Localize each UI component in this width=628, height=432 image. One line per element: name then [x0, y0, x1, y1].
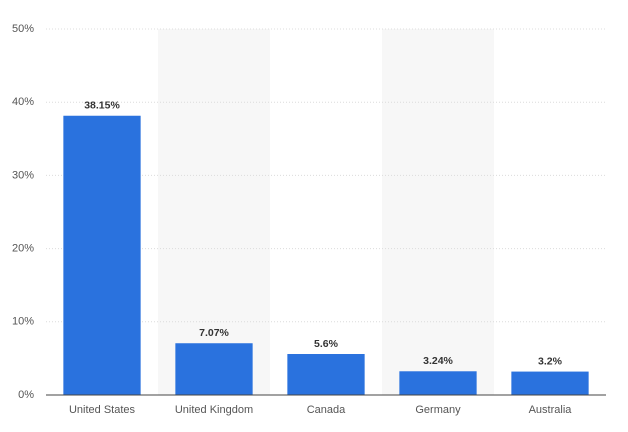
value-label: 3.2% — [538, 355, 563, 367]
x-tick-label: United Kingdom — [175, 404, 253, 416]
y-tick-label: 20% — [12, 243, 34, 255]
y-tick-label: 10% — [12, 316, 34, 328]
y-tick-label: 50% — [12, 23, 34, 35]
x-tick-label: Germany — [415, 404, 461, 416]
value-label: 7.07% — [199, 327, 229, 339]
x-tick-label: United States — [69, 404, 136, 416]
value-label: 3.24% — [423, 355, 453, 367]
bar — [63, 115, 141, 395]
y-tick-label: 30% — [12, 169, 34, 181]
y-tick-label: 0% — [18, 389, 34, 401]
bar — [511, 371, 589, 395]
x-tick-label: Canada — [307, 404, 346, 416]
band-shade — [158, 29, 270, 395]
bar — [287, 354, 365, 395]
bar — [175, 343, 253, 395]
y-tick-label: 40% — [12, 96, 34, 108]
bar — [399, 371, 477, 395]
value-label: 38.15% — [84, 100, 120, 112]
band-shade — [382, 29, 494, 395]
value-label: 5.6% — [314, 338, 339, 350]
x-tick-label: Australia — [529, 404, 573, 416]
